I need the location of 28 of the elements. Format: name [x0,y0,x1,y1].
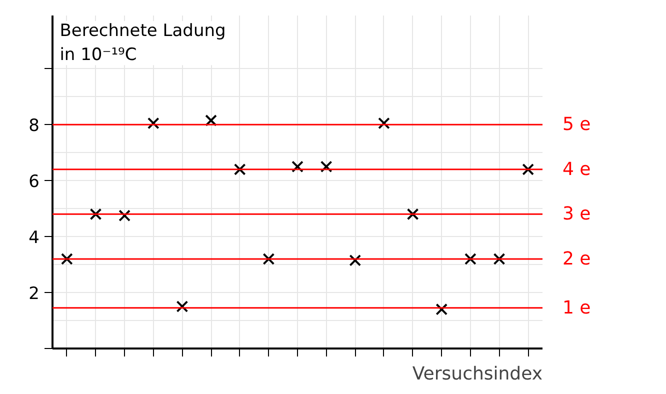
point [320,160,332,173]
ref-line-label: 4 e [562,158,591,180]
y-tick-label: 8 [28,116,40,136]
point [493,253,506,265]
ref-line-label: 5 e [562,114,591,136]
ref-line-label: 3 e [562,204,591,225]
point [464,253,476,265]
point [60,253,73,265]
y-tick-label: 2 [28,284,40,304]
point [292,160,304,173]
point [262,253,275,265]
point [406,208,419,220]
point [436,303,448,316]
point [205,114,217,126]
point [378,117,390,130]
point [522,163,534,176]
point [349,254,362,266]
point [234,163,246,176]
point [90,208,102,220]
ref-line-label: 2 e [562,248,591,270]
y-tick-label: 4 [28,228,40,248]
ref-line-label: 1 e [562,297,591,318]
y-axis-title: Berechnete Ladung in 10⁻¹⁹C [60,21,226,66]
y-tick-label: 6 [28,172,40,192]
x-axis-title: Versuchsindex [412,364,543,384]
point [147,117,160,130]
point [176,300,188,312]
point [118,210,131,222]
